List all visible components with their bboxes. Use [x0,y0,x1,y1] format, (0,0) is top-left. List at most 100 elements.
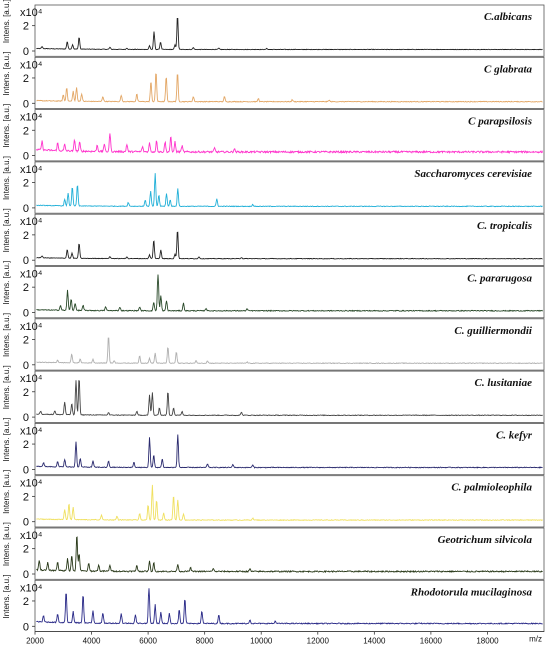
panel-frame [34,266,545,319]
y-tick-label: 0 [23,412,29,424]
series-name: C. palmioleophila [451,482,532,494]
y-axis-label: Intens. [a.u.] [2,104,11,148]
y-tick-label: 2 [23,491,29,503]
series-name: C.albicans [484,11,532,23]
y-axis-label: Intens. [a.u.] [2,261,11,305]
y-tick-label: 0 [23,621,29,633]
panel-frame [34,527,545,580]
y-tick-label: 2 [23,73,29,85]
spectrum-panel: Intens. [a.u.] x10⁴ 0 2 C. pararugosa [2,261,545,320]
spectrum-panel: Intens. [a.u.] x10⁴ 0 2 C glabrata [2,51,545,110]
y-exponent-label: x10⁴ [20,7,43,19]
spectrum-trace [36,588,543,625]
y-tick-label: 0 [23,203,29,215]
panel-frame [34,318,545,371]
y-axis-label: Intens. [a.u.] [2,208,11,252]
spectrum-panel: Intens. [a.u.] x10⁴ 0 2 C. lusitaniae [2,365,545,424]
y-tick-label: 2 [23,439,29,451]
spectrum-trace [36,434,543,469]
y-tick-label: 2 [23,125,29,137]
x-tick-label: 14000 [363,637,386,646]
panel-frame [34,213,545,266]
y-axis-label: Intens. [a.u.] [2,418,11,462]
panel-frame [34,422,545,476]
spectrum-trace [36,133,544,155]
y-tick-label: 0 [23,98,29,110]
y-tick-label: 0 [23,255,29,267]
series-name: C. pararugosa [467,273,532,285]
spectrum-panel: Intens. [a.u.] x10⁴ 0 2 C. kefyr [2,418,545,476]
y-exponent-label: x10⁴ [20,269,43,281]
panel-frame [34,109,545,162]
y-axis-label: Intens. [a.u.] [2,470,11,514]
x-tick-label: 18000 [476,637,499,646]
y-axis-label: Intens. [a.u.] [2,522,11,566]
y-exponent-label: x10⁴ [20,321,43,333]
y-axis-label: Intens. [a.u.] [2,51,11,95]
spectrum-panel: Intens. [a.u.] x10⁴ 0 2 C.albicans [2,0,545,58]
y-tick-label: 0 [23,464,29,476]
x-axis-label: m/z [529,635,542,644]
y-tick-label: 2 [23,596,29,608]
panel-frame [34,475,545,528]
y-axis-label: Intens. [a.u.] [2,156,11,200]
y-tick-label: 0 [23,569,29,581]
x-tick-label: 6000 [139,637,157,646]
y-tick-label: 2 [23,334,29,346]
x-axis: 2000 4000 6000 8000 10000 12000 14000 16000 1800… [26,631,544,646]
y-axis-label: Intens. [a.u.] [2,313,11,357]
panel-frame [34,4,545,57]
spectrum-panel: Intens. [a.u.] x10⁴ 0 2 Rhodotorula mucilagi… [2,574,545,633]
y-tick-label: 0 [23,517,29,529]
y-exponent-label: x10⁴ [20,216,43,228]
spectrum-panel: Intens. [a.u.] x10⁴ 0 2 C. palmioleophila [2,470,545,529]
series-name: Geotrichum silvicola [438,534,533,546]
spectrum-trace [36,337,543,365]
y-exponent-label: x10⁴ [20,112,43,124]
x-tick-label: 16000 [420,637,443,646]
y-exponent-label: x10⁴ [20,164,43,176]
spectrum-panel: Intens. [a.u.] x10⁴ 0 2 C parapsilosis [2,104,545,163]
y-tick-label: 2 [23,544,29,556]
y-tick-label: 0 [23,308,29,320]
y-tick-label: 0 [23,46,29,58]
spectrum-trace [36,536,543,574]
y-exponent-label: x10⁴ [20,478,43,490]
x-tick-label: 12000 [307,637,330,646]
y-exponent-label: x10⁴ [20,59,43,71]
series-name: Rhodotorula mucilaginosa [410,586,533,598]
x-tick-label: 10000 [250,637,273,646]
y-tick-label: 2 [23,230,29,242]
spectrum-panel: Intens. [a.u.] x10⁴ 0 2 C. guilliermondii [2,313,545,372]
spectrum-trace [36,173,543,208]
y-exponent-label: x10⁴ [20,582,43,594]
series-name: Saccharomyces cerevisiae [414,168,532,180]
spectrum-trace [36,484,543,522]
y-exponent-label: x10⁴ [20,425,43,437]
x-tick-label: 4000 [83,637,101,646]
y-tick-label: 0 [23,151,29,163]
panel-frame [34,370,545,423]
spectrum-panel: Intens. [a.u.] x10⁴ 0 2 Saccharomyces cerevi… [2,156,545,215]
y-tick-label: 2 [23,282,29,294]
spectrum-trace [36,380,543,417]
y-tick-label: 2 [23,21,29,33]
series-name: C. guilliermondii [454,325,533,337]
series-name: C parapsilosis [468,116,532,128]
series-name: C. kefyr [496,429,533,441]
spectrum-panel: Intens. [a.u.] x10⁴ 0 2 Geotrichum silvicola [2,522,545,581]
spectrum-panel: Intens. [a.u.] x10⁴ 0 2 C. tropicalis [2,208,545,267]
spectrum-trace [36,231,543,260]
spectrum-trace [36,73,543,103]
spectrum-trace [36,17,543,51]
x-tick-label: 8000 [196,637,214,646]
spectrum-trace [36,274,543,313]
x-tick-label: 2000 [26,637,44,646]
panel-frame [34,56,545,109]
y-tick-label: 2 [23,387,29,399]
y-axis-label: Intens. [a.u.] [2,574,11,618]
series-name: C glabrata [484,63,532,75]
y-axis-label: Intens. [a.u.] [2,0,11,43]
